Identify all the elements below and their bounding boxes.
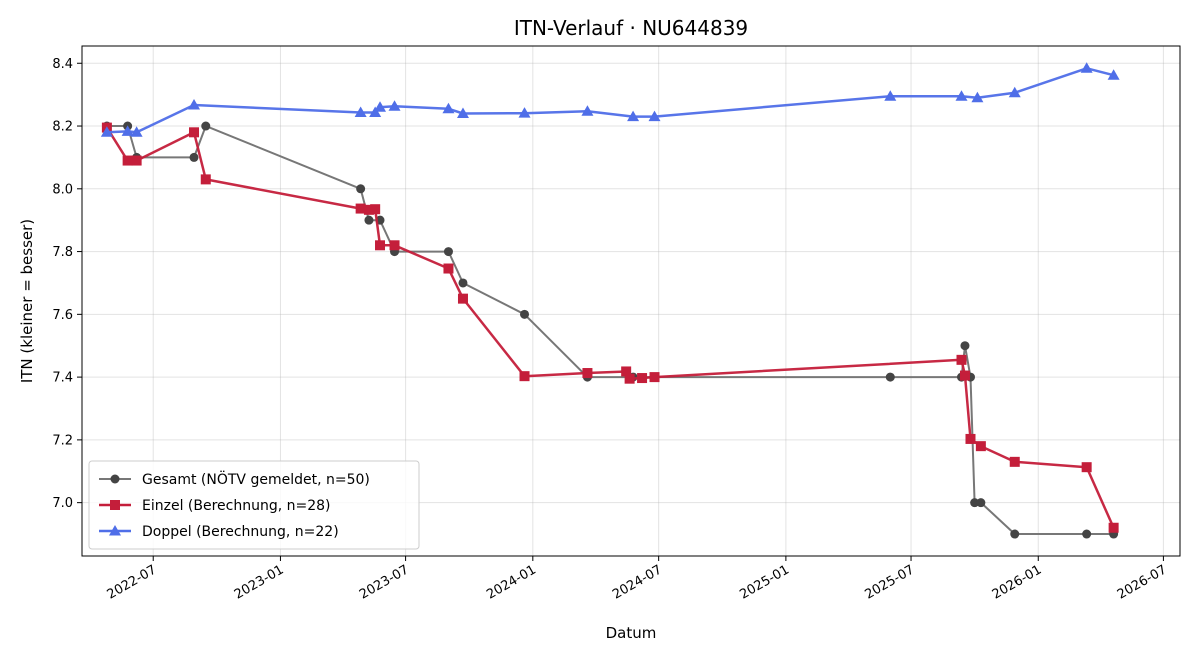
chart-title: ITN-Verlauf · NU644839	[514, 16, 748, 40]
legend-entry: Gesamt (NÖTV gemeldet, n=50)	[99, 470, 370, 488]
data-point	[189, 152, 199, 162]
legend-entry: Einzel (Berechnung, n=28)	[99, 498, 331, 514]
data-point	[442, 102, 455, 114]
data-point	[458, 278, 468, 288]
x-axis-title: Datum	[606, 624, 657, 642]
series-3	[100, 62, 1120, 137]
data-point	[621, 366, 632, 377]
data-point	[520, 309, 530, 319]
data-point	[1107, 69, 1120, 80]
data-point	[200, 174, 211, 185]
y-tick-label: 8.4	[52, 57, 73, 72]
data-point	[959, 370, 970, 381]
legend-box	[88, 460, 420, 550]
data-point	[374, 101, 387, 112]
data-point	[131, 155, 142, 166]
data-point	[370, 204, 381, 215]
y-axis-title: ITN (kleiner = besser)	[18, 219, 36, 383]
data-point	[456, 107, 469, 118]
data-point	[1081, 462, 1092, 473]
data-point	[624, 373, 635, 384]
data-point	[443, 263, 454, 274]
data-point	[1080, 62, 1093, 73]
data-point	[364, 215, 374, 225]
data-point	[518, 107, 531, 118]
data-point	[100, 126, 113, 137]
legend-label: Einzel (Berechnung, n=28)	[142, 498, 331, 514]
data-point	[970, 498, 980, 508]
data-point	[443, 247, 453, 257]
data-point	[637, 373, 648, 384]
data-point	[121, 125, 134, 136]
y-tick-label: 7.0	[52, 496, 73, 511]
data-point	[122, 155, 133, 166]
y-tick-label: 7.4	[52, 371, 73, 386]
legend-label: Gesamt (NÖTV gemeldet, n=50)	[142, 470, 370, 488]
data-point	[975, 441, 986, 452]
series-2	[101, 122, 1119, 533]
data-point	[648, 110, 661, 122]
data-point	[960, 341, 970, 351]
legend-entry: Doppel (Berechnung, n=22)	[99, 524, 339, 540]
data-point	[971, 91, 984, 103]
data-point	[188, 99, 201, 110]
data-point	[581, 105, 594, 116]
data-point	[130, 126, 143, 137]
grid	[82, 46, 1180, 556]
data-point	[189, 127, 200, 138]
data-point	[884, 90, 897, 101]
data-point	[955, 90, 968, 101]
y-tick-label: 8.2	[52, 120, 73, 135]
y-tick-label: 7.2	[52, 433, 73, 448]
legend-label: Doppel (Berechnung, n=22)	[142, 524, 339, 540]
data-point	[956, 354, 967, 365]
data-point	[375, 240, 386, 251]
data-point	[976, 498, 986, 508]
plot-frame	[81, 45, 1181, 557]
legend-marker	[110, 500, 120, 510]
data-point	[519, 371, 530, 382]
legend-marker	[109, 525, 121, 536]
y-tick-label: 7.8	[52, 245, 73, 260]
data-point	[363, 204, 374, 215]
y-axis: 7.0 7.2 7.4 7.6 7.8 8.0 8.2 8.4	[52, 57, 82, 511]
legend-marker	[110, 474, 120, 484]
y-tick-label: 8.0	[52, 182, 73, 197]
y-tick-label: 7.6	[52, 308, 73, 323]
data-point	[1108, 522, 1119, 533]
legend: Gesamt (NÖTV gemeldet, n=50) Einzel (Bere…	[88, 460, 420, 550]
data-point	[582, 368, 593, 379]
data-point	[457, 293, 468, 304]
data-point	[1008, 86, 1021, 98]
data-point	[201, 121, 211, 131]
data-point	[1009, 456, 1020, 467]
data-point	[389, 240, 400, 251]
data-point	[885, 372, 895, 382]
data-point	[388, 100, 401, 111]
data-point	[354, 106, 367, 118]
data-point	[1010, 529, 1020, 539]
data-point	[356, 184, 366, 194]
data-point	[627, 110, 640, 122]
data-point	[649, 372, 660, 383]
data-point	[965, 433, 976, 444]
series-layer	[100, 62, 1120, 539]
data-point	[355, 203, 366, 214]
data-point	[1082, 529, 1092, 539]
data-point	[369, 106, 382, 118]
